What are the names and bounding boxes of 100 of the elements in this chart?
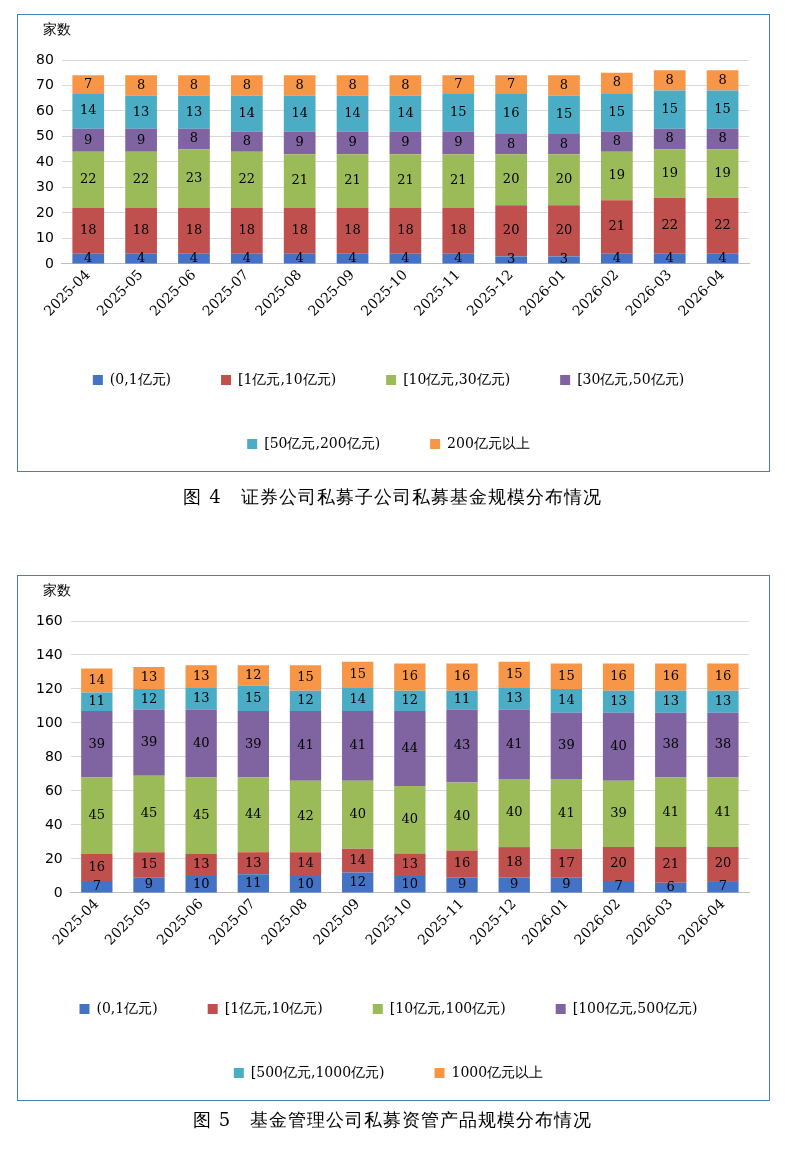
bar bbox=[185, 777, 217, 854]
data-label: 16 bbox=[88, 858, 106, 874]
bar bbox=[602, 780, 635, 848]
bar bbox=[81, 711, 113, 778]
bar bbox=[442, 207, 475, 254]
bar bbox=[495, 75, 527, 94]
bar bbox=[495, 154, 527, 206]
data-label: 21 bbox=[608, 218, 626, 234]
data-label: 14 bbox=[88, 671, 106, 687]
data-label: 45 bbox=[140, 805, 158, 821]
bar bbox=[442, 93, 475, 132]
bar bbox=[600, 151, 633, 201]
data-label: 40 bbox=[349, 806, 366, 822]
legend-label: 1000亿元以上 bbox=[451, 1063, 544, 1080]
data-label: 15 bbox=[245, 689, 262, 705]
data-label: 14 bbox=[291, 104, 308, 120]
data-label: 4 bbox=[612, 250, 621, 266]
data-label: 4 bbox=[136, 250, 146, 266]
bar bbox=[289, 780, 322, 853]
data-label: 20 bbox=[502, 171, 520, 187]
data-label: 20 bbox=[555, 171, 573, 187]
bar bbox=[498, 779, 530, 848]
data-label: 8 bbox=[189, 130, 199, 146]
bar bbox=[125, 207, 157, 254]
bar bbox=[178, 75, 210, 96]
data-label: 9 bbox=[562, 876, 571, 892]
bar bbox=[230, 75, 263, 96]
data-label: 12 bbox=[140, 690, 158, 706]
bar bbox=[495, 93, 527, 134]
data-label: 13 bbox=[662, 693, 680, 709]
data-label: 15 bbox=[349, 665, 366, 681]
bar bbox=[707, 690, 739, 713]
data-label: 9 bbox=[401, 134, 410, 150]
bar bbox=[548, 133, 580, 155]
bar bbox=[548, 95, 580, 134]
bar bbox=[125, 95, 157, 129]
data-label: 16 bbox=[662, 668, 680, 684]
y-tick-label: 160 bbox=[35, 611, 63, 628]
data-label: 16 bbox=[453, 668, 471, 684]
data-label: 17 bbox=[558, 854, 575, 870]
y-tick-label: 40 bbox=[44, 815, 63, 832]
bar bbox=[394, 711, 426, 786]
data-label: 21 bbox=[291, 172, 308, 188]
data-label: 4 bbox=[718, 250, 727, 266]
bar bbox=[72, 128, 105, 152]
y-tick-label: 70 bbox=[35, 76, 54, 93]
data-label: 12 bbox=[245, 666, 262, 682]
bar bbox=[707, 847, 739, 882]
data-label: 9 bbox=[457, 876, 467, 892]
bar bbox=[237, 777, 269, 853]
bar bbox=[706, 149, 739, 198]
data-label: 18 bbox=[449, 222, 467, 238]
data-label: 8 bbox=[665, 130, 674, 146]
data-label: 41 bbox=[505, 735, 523, 751]
bar bbox=[283, 131, 316, 155]
bar bbox=[394, 853, 426, 876]
text: 图 5 基金管理公司私募资管产品规模分布情况 bbox=[191, 1108, 594, 1132]
data-label: 8 bbox=[242, 76, 251, 92]
bar bbox=[289, 665, 322, 691]
bar bbox=[707, 712, 739, 778]
y-tick-label: 20 bbox=[44, 849, 63, 866]
data-label: 14 bbox=[349, 690, 366, 706]
data-label: 14 bbox=[397, 104, 414, 120]
bar bbox=[548, 75, 580, 96]
data-label: 4 bbox=[295, 250, 304, 266]
data-label: 14 bbox=[558, 692, 575, 708]
bar bbox=[125, 128, 157, 152]
text: 图 4 证券公司私募子公司私募基金规模分布情况 bbox=[182, 485, 603, 509]
bar bbox=[442, 75, 475, 94]
bar bbox=[548, 154, 580, 206]
data-label: 44 bbox=[245, 806, 262, 822]
data-label: 4 bbox=[454, 250, 463, 266]
data-label: 14 bbox=[238, 104, 256, 120]
bar bbox=[706, 197, 739, 254]
data-label: 44 bbox=[401, 739, 419, 755]
y-tick-label: 10 bbox=[35, 229, 54, 246]
legend-label: [10亿元,100亿元) bbox=[389, 999, 506, 1016]
data-label: 11 bbox=[88, 693, 106, 709]
bar bbox=[72, 207, 105, 254]
y-tick-label: 0 bbox=[44, 254, 54, 271]
y-tick-label: 60 bbox=[44, 781, 63, 798]
bar bbox=[230, 207, 263, 254]
data-label: 12 bbox=[297, 692, 314, 708]
bar bbox=[178, 95, 210, 129]
bar bbox=[178, 128, 210, 150]
bar bbox=[655, 847, 687, 883]
data-label: 15 bbox=[714, 101, 731, 117]
bar bbox=[133, 775, 165, 853]
bar bbox=[442, 154, 475, 208]
data-label: 6 bbox=[666, 879, 675, 895]
data-label: 15 bbox=[558, 667, 575, 683]
bar bbox=[178, 207, 210, 254]
data-label: 13 bbox=[192, 667, 210, 683]
data-label: 8 bbox=[718, 71, 727, 87]
data-label: 12 bbox=[401, 692, 419, 708]
data-label: 18 bbox=[397, 222, 414, 238]
y-tick-label: 20 bbox=[35, 203, 54, 220]
data-label: 13 bbox=[401, 856, 419, 872]
legend-label: [1亿元,10亿元) bbox=[238, 370, 337, 387]
data-label: 15 bbox=[661, 101, 678, 117]
